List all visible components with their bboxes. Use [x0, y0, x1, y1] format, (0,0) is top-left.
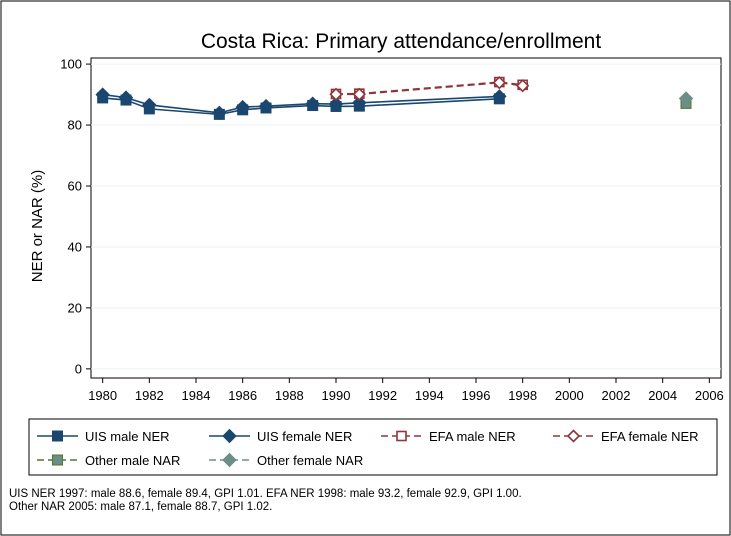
legend-marker-other-female-nar [222, 452, 237, 468]
series-line-uis-female-ner [102, 93, 500, 114]
x-tick-label-1982: 1982 [135, 388, 164, 403]
caption-line-1: UIS NER 1997: male 88.6, female 89.4, GP… [9, 488, 522, 500]
series-line-uis-male-ner [102, 97, 500, 116]
x-tick-label-2002: 2002 [602, 388, 631, 403]
point-efa-female-ner-1990 [329, 87, 343, 101]
point-uis-female-ner-1991 [352, 95, 367, 111]
legend-label-efa-female-ner: EFA female NER [601, 429, 699, 444]
legend-marker-uis-female-ner [222, 428, 237, 444]
point-efa-female-ner-1998 [516, 79, 530, 93]
point-uis-female-ner-1987 [258, 98, 274, 114]
y-tick-label-100: 100 [60, 57, 82, 72]
point-uis-female-ner-1989 [305, 96, 320, 111]
y-axis-label: NER or NAR (%) [29, 170, 46, 283]
legend-marker-efa-male-ner [396, 430, 407, 442]
point-uis-female-ner-1981 [118, 90, 134, 105]
legend: UIS male NER UIS female NER EFA male NER EF… [28, 418, 718, 476]
y-tick-label-0: 0 [75, 361, 82, 376]
point-efa-female-ner-1991 [352, 87, 366, 101]
y-tick-label-60: 60 [68, 179, 82, 194]
x-tick-label-1992: 1992 [368, 388, 397, 403]
plot-box [90, 57, 722, 379]
legend-label-efa-male-ner: EFA male NER [429, 429, 516, 444]
x-tick-label-1996: 1996 [462, 388, 491, 403]
x-tick-label-2004: 2004 [648, 388, 677, 403]
x-tick-label-1988: 1988 [275, 388, 304, 403]
x-tick-label-2000: 2000 [555, 388, 584, 403]
point-other-female-nar-2005 [678, 91, 694, 106]
y-tick-label-80: 80 [68, 118, 82, 133]
legend-label-other-female-nar: Other female NAR [257, 453, 363, 468]
caption-line-2: Other NAR 2005: male 87.1, female 88.7, … [9, 501, 273, 513]
x-tick-label-1998: 1998 [508, 388, 537, 403]
y-tick-label-20: 20 [68, 300, 82, 315]
y-tick-label-40: 40 [68, 239, 82, 254]
plot-area: 0 20 40 60 80 100 1980 1982 1984 1986 1988 1990 1992… [60, 57, 723, 403]
x-tick-label-2006: 2006 [695, 388, 724, 403]
point-uis-female-ner-1990 [328, 96, 344, 112]
x-tick-label-1994: 1994 [415, 388, 444, 403]
legend-marker-other-male-nar [52, 454, 63, 466]
point-efa-female-ner-1997 [492, 76, 506, 90]
legend-marker-uis-male-ner [52, 430, 63, 442]
legend-label-other-male-nar: Other male NAR [85, 453, 180, 468]
x-tick-label-1984: 1984 [182, 388, 211, 403]
point-uis-female-ner-1982 [142, 97, 157, 113]
legend-marker-efa-female-ner [566, 429, 581, 443]
legend-label-uis-male-ner: UIS male NER [85, 429, 170, 444]
point-uis-female-ner-1986 [235, 99, 250, 115]
point-uis-female-ner-1985 [212, 105, 227, 121]
x-tick-label-1980: 1980 [88, 388, 117, 403]
x-tick-label-1990: 1990 [322, 388, 351, 403]
chart-caption: UIS NER 1997: male 88.6, female 89.4, GP… [9, 488, 724, 514]
point-uis-female-ner-1980 [95, 87, 110, 102]
x-tick-label-1986: 1986 [228, 388, 257, 403]
chart-title: Costa Rica: Primary attendance/enrollmen… [201, 30, 602, 53]
legend-label-uis-female-ner: UIS female NER [257, 429, 352, 444]
point-uis-female-ner-1997 [492, 89, 507, 104]
legend-box [28, 418, 718, 476]
series-line-efa-female-ner [336, 81, 523, 96]
